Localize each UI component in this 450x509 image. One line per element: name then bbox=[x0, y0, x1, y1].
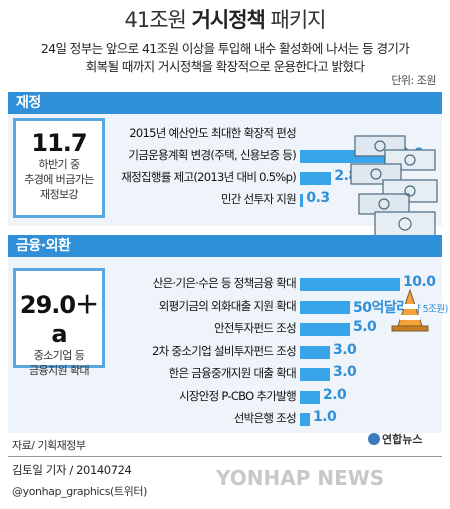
category-label: 한은 금융중개지원 대출 확대 bbox=[168, 366, 297, 380]
category-label: 2차 중소기업 설비투자펀드 조성 bbox=[152, 343, 297, 358]
total-desc-fiscal-3: 재정보강 bbox=[39, 188, 79, 201]
data-label: 5.0 bbox=[353, 319, 377, 335]
title-bold: 거시정책 bbox=[191, 8, 266, 32]
bar bbox=[300, 345, 330, 359]
subtitle-line-2: 회복될 때까지 거시정책을 확장적으로 운용한다고 밝혔다 bbox=[85, 59, 365, 74]
data-label: 2.0 bbox=[323, 386, 347, 403]
category-label: 선박은행 조성 bbox=[233, 411, 297, 425]
data-label-value: 3.0 bbox=[333, 341, 357, 358]
bar bbox=[300, 300, 350, 314]
data-label: 0.3 bbox=[306, 190, 330, 206]
source-label: 자료/ 기획재정부 bbox=[12, 439, 86, 452]
data-label: 3.0 bbox=[333, 364, 357, 380]
title-prefix: 41조원 bbox=[124, 8, 187, 32]
data-label: 50억달러(약 5조원) bbox=[353, 297, 448, 317]
data-label-value: 1.0 bbox=[313, 409, 337, 425]
category-label: 기금운용계획 변경(주택, 신용보증 등) bbox=[128, 148, 296, 162]
total-value-fiscal: 11.7 bbox=[31, 129, 87, 157]
category-label: 민간 선투자 지원 bbox=[220, 192, 297, 206]
chart-title: 41조원 거시정책 패키지 bbox=[0, 4, 450, 34]
category-label: 2015년 예산안도 최대한 확장적 편성 bbox=[129, 126, 296, 140]
total-desc-fiscal-2: 추경에 버금가는 bbox=[24, 173, 94, 186]
category-label: 시장안정 P-CBO 추가발행 bbox=[178, 388, 297, 403]
bar bbox=[300, 390, 320, 404]
data-label: 3.0 bbox=[333, 341, 357, 358]
section-header-fiscal: 재정 bbox=[8, 92, 442, 114]
bar bbox=[300, 278, 400, 291]
subtitle-line-1: 24일 정부는 앞으로 41조원 이상을 투입해 내수 활성화에 나서는 등 경… bbox=[40, 41, 410, 56]
chart-subtitle: 24일 정부는 앞으로 41조원 이상을 투입해 내수 활성화에 나서는 등 경… bbox=[10, 40, 440, 76]
traffic-cone-icon bbox=[391, 288, 429, 332]
data-label-value: 3.0 bbox=[333, 364, 357, 380]
data-label-value: 10.0 bbox=[403, 274, 436, 290]
credit-label: 김토일 기자 / 20140724 bbox=[12, 463, 132, 477]
data-label-note: (약 5조원) bbox=[408, 303, 449, 315]
yonhap-logo: 연합뉴스 bbox=[368, 431, 422, 447]
total-desc-fiscal-1: 하반기 중 bbox=[38, 158, 81, 171]
footer-divider bbox=[8, 456, 442, 457]
bar bbox=[300, 413, 310, 426]
section-header-finance: 금융·외환 bbox=[8, 235, 442, 257]
data-label-value: 2.0 bbox=[323, 386, 347, 403]
data-label: 10.0 bbox=[403, 274, 436, 290]
data-label-value: 5.0 bbox=[353, 319, 377, 335]
logo-text: 연합뉴스 bbox=[382, 433, 423, 446]
category-label: 안전투자펀드 조성 bbox=[214, 321, 297, 335]
total-value-finance: 29.0＋a bbox=[19, 291, 99, 348]
category-label: 산은·기은·수은 등 정책금융 확대 bbox=[152, 276, 297, 290]
bar bbox=[300, 172, 332, 185]
watermark: YONHAP NEWS bbox=[216, 466, 385, 490]
total-box-finance: 29.0＋a 중소기업 등 금융지원 확대 bbox=[13, 268, 105, 377]
category-label: 외평기금의 외화대출 지원 확대 bbox=[158, 298, 297, 313]
bar bbox=[300, 323, 350, 336]
unit-label: 단위: 조원 bbox=[391, 74, 436, 87]
twitter-handle: @yonhap_graphics(트위터) bbox=[12, 485, 147, 498]
bar bbox=[300, 368, 330, 381]
logo-circle-icon bbox=[368, 433, 380, 445]
data-label: 1.0 bbox=[313, 409, 337, 425]
category-label: 재정집행률 제고(2013년 대비 0.5%p) bbox=[121, 170, 296, 184]
total-box-fiscal: 11.7 하반기 중 추경에 버금가는 재정보강 bbox=[13, 118, 105, 218]
data-label-value: 50억달러 bbox=[353, 299, 409, 316]
data-label-value: 0.3 bbox=[306, 190, 330, 206]
title-suffix: 패키지 bbox=[270, 8, 327, 32]
bar bbox=[300, 194, 304, 207]
total-desc-finance-1: 중소기업 등 bbox=[33, 349, 85, 362]
money-stack-icon bbox=[350, 135, 438, 237]
total-desc-finance-2: 금융지원 확대 bbox=[28, 364, 90, 377]
